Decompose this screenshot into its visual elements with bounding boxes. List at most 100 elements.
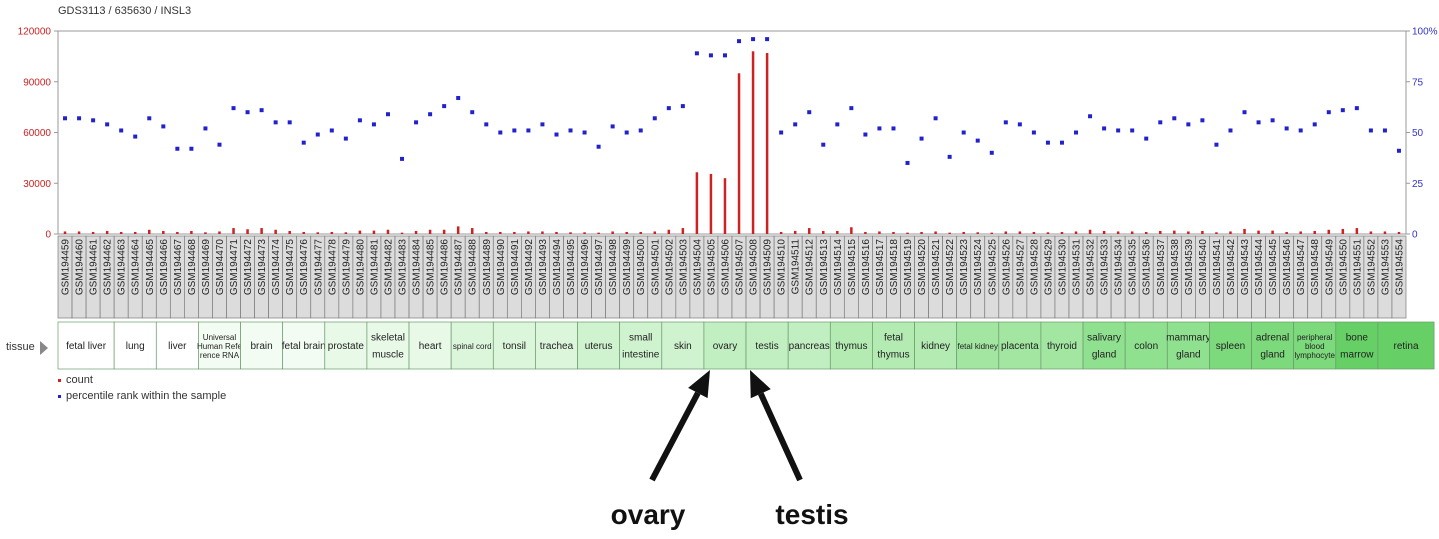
percentile-point xyxy=(652,116,657,121)
sample-label: GSM194530 xyxy=(1057,239,1068,296)
percentile-point xyxy=(1102,126,1107,131)
percentile-point xyxy=(694,51,699,56)
count-bar xyxy=(1243,228,1246,234)
sample-label: GSM194495 xyxy=(566,239,577,296)
percentile-point xyxy=(708,53,713,58)
tissue-cell xyxy=(577,321,621,370)
tissue-cell xyxy=(282,321,326,370)
tissue-label: salivary xyxy=(1087,333,1121,344)
percentile-point xyxy=(315,132,320,137)
percentile-point xyxy=(1312,122,1317,127)
percentile-point xyxy=(779,130,784,135)
sample-label: GSM194534 xyxy=(1114,239,1125,296)
count-bar xyxy=(246,229,249,234)
sample-label: GSM194464 xyxy=(131,239,142,296)
count-bar xyxy=(1271,230,1274,234)
tissue-label: thymus xyxy=(835,341,867,352)
sample-label: GSM194520 xyxy=(917,239,928,296)
tissue-label: blood xyxy=(1305,342,1325,351)
count-bar xyxy=(176,231,179,234)
percentile-point xyxy=(877,126,882,131)
tissue-label: kidney xyxy=(921,341,950,352)
count-bar xyxy=(190,230,193,234)
percentile-point xyxy=(722,53,727,58)
tissue-label: thyroid xyxy=(1047,341,1077,352)
count-bar xyxy=(667,229,671,234)
sample-label: GSM194547 xyxy=(1296,239,1307,296)
tissue-cell xyxy=(408,321,452,370)
tissue-cell xyxy=(1166,321,1210,370)
y-left-tick-label: 0 xyxy=(45,230,51,241)
count-bar xyxy=(737,73,741,235)
tissue-label: tonsil xyxy=(503,341,526,352)
sample-label: GSM194466 xyxy=(159,239,170,296)
percentile-point xyxy=(1186,122,1191,127)
percentile-point xyxy=(765,37,770,42)
count-bar xyxy=(372,230,376,234)
count-bar xyxy=(723,178,727,234)
tissue-cell xyxy=(1040,321,1084,370)
percentile-point xyxy=(1368,128,1373,133)
sample-label: GSM194510 xyxy=(777,239,788,296)
percentile-point xyxy=(1116,128,1121,133)
percentile-point xyxy=(1256,120,1261,125)
tissue-cell xyxy=(535,321,578,370)
count-bar xyxy=(302,231,305,234)
sample-label: GSM194483 xyxy=(398,239,409,296)
count-bar xyxy=(1355,228,1359,234)
sample-label: GSM194471 xyxy=(229,239,240,296)
tissue-cell xyxy=(1124,321,1168,370)
percentile-point xyxy=(919,136,924,141)
tissue-label: gland xyxy=(1260,350,1284,361)
percentile-point xyxy=(63,116,68,121)
sample-label: GSM194519 xyxy=(903,239,914,296)
sample-label: GSM194546 xyxy=(1282,239,1293,296)
tissue-label: skin xyxy=(674,341,692,352)
y-right-tick-label: 100% xyxy=(1412,27,1438,38)
tissue-label: spleen xyxy=(1216,341,1245,352)
sample-label: GSM194537 xyxy=(1156,239,1167,296)
sample-label: GSM194539 xyxy=(1184,239,1195,296)
tissue-label: prostate xyxy=(328,341,365,352)
sample-label: GSM194488 xyxy=(468,239,479,296)
count-bar xyxy=(1032,231,1036,234)
sample-label: GSM194485 xyxy=(426,239,437,296)
sample-label: GSM194543 xyxy=(1240,239,1251,296)
tissue-label: pancreas xyxy=(789,341,830,352)
tissue-label: muscle xyxy=(372,350,404,361)
percentile-point xyxy=(91,118,96,123)
sample-label: GSM194542 xyxy=(1226,239,1237,296)
legend-marker xyxy=(58,395,61,398)
percentile-point xyxy=(1144,136,1149,141)
count-bar xyxy=(1173,230,1176,234)
sample-label: GSM194511 xyxy=(791,239,802,295)
count-bar xyxy=(653,231,657,234)
sample-label: GSM194549 xyxy=(1324,239,1335,296)
percentile-point xyxy=(133,134,138,139)
sample-label: GSM194541 xyxy=(1212,239,1223,296)
sample-label: GSM194536 xyxy=(1142,239,1153,296)
percentile-point xyxy=(484,122,489,127)
count-bar xyxy=(1341,228,1345,234)
sample-label: GSM194514 xyxy=(833,239,844,296)
count-bar xyxy=(105,230,109,234)
count-bar xyxy=(1116,231,1120,234)
tissue-label: brain xyxy=(250,341,272,352)
tissue-cell xyxy=(324,321,368,370)
percentile-point xyxy=(624,130,629,135)
sample-label: GSM194513 xyxy=(819,239,830,296)
plot-frame xyxy=(57,30,1407,235)
sample-label: GSM194554 xyxy=(1394,239,1405,296)
percentile-point xyxy=(343,136,348,141)
sample-label: GSM194544 xyxy=(1254,239,1265,296)
tissue-label: placenta xyxy=(1001,341,1039,352)
sample-label: GSM194528 xyxy=(1029,239,1040,296)
sample-label: GSM194497 xyxy=(594,239,605,296)
tissue-cell xyxy=(872,321,915,370)
tissue-label: skeletal xyxy=(371,333,405,344)
count-bar xyxy=(597,232,600,234)
sample-label: GSM194490 xyxy=(496,239,507,296)
tissue-label: fetal liver xyxy=(66,341,107,352)
percentile-point xyxy=(245,110,250,115)
count-bar xyxy=(1299,231,1302,234)
